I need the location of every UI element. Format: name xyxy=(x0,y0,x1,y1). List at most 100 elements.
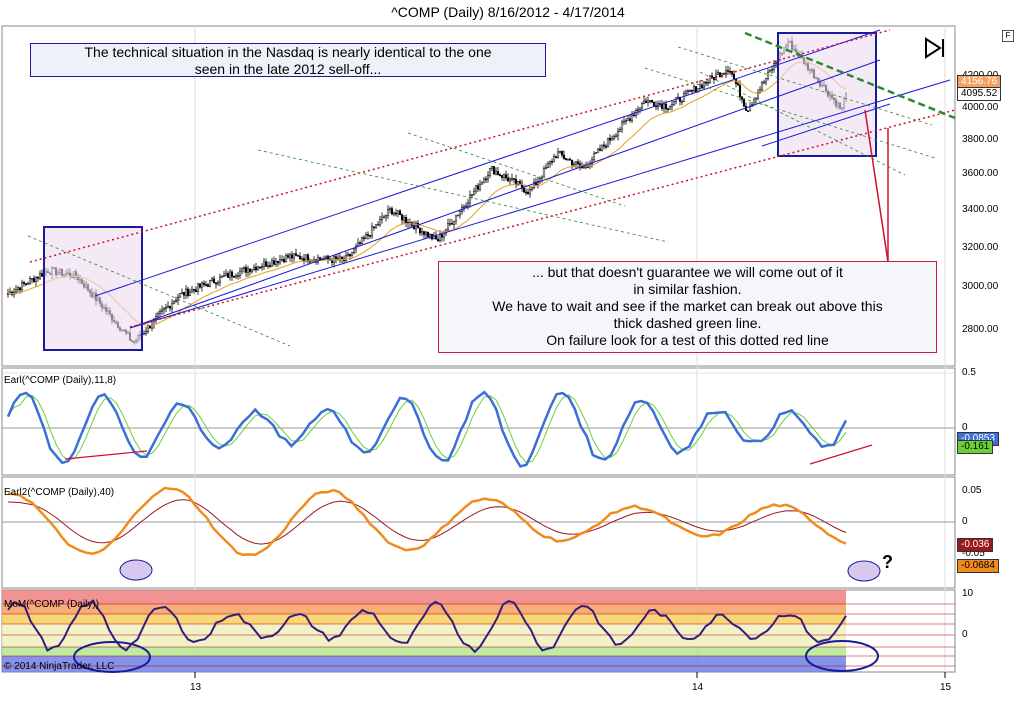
price-candle xyxy=(238,270,242,276)
price-candle xyxy=(164,307,168,310)
price-candle xyxy=(402,217,406,221)
price-candle xyxy=(660,104,664,109)
channel-mid-line xyxy=(129,79,951,329)
price-candle xyxy=(462,206,466,208)
price-candle xyxy=(644,100,648,103)
price-candle xyxy=(32,278,36,282)
x-tick: 14 xyxy=(692,682,704,693)
price-candle xyxy=(272,260,276,265)
price-candle xyxy=(738,84,742,97)
price-candle xyxy=(284,255,288,263)
price-candle xyxy=(242,267,246,269)
price-candle xyxy=(202,282,206,285)
skip-to-end-icon xyxy=(925,37,942,59)
price-candle xyxy=(680,101,684,103)
price-candle xyxy=(228,271,232,278)
annotation-line: thick dashed green line. xyxy=(613,315,762,331)
price-ytick: 3200.00 xyxy=(962,242,999,253)
price-candle xyxy=(224,273,228,276)
price-candle xyxy=(396,210,400,214)
price-candle xyxy=(572,163,576,166)
dotted-red-upper xyxy=(29,29,891,263)
price-candle xyxy=(726,70,730,72)
price-candle xyxy=(512,178,516,180)
price-candle xyxy=(624,120,628,122)
price-candle xyxy=(22,282,26,284)
price-candle xyxy=(700,84,704,89)
price-candle xyxy=(220,276,224,278)
price-candle xyxy=(590,159,594,165)
price-candle xyxy=(16,287,20,290)
price-candle xyxy=(246,268,250,273)
price-candle xyxy=(756,92,760,99)
price-candle xyxy=(356,242,360,247)
price-candle xyxy=(468,194,472,204)
price-candle xyxy=(670,104,674,107)
earl2-fast-tag: -0.0684 xyxy=(957,559,999,573)
price-candle xyxy=(304,254,308,262)
price-candle xyxy=(640,103,644,109)
earl2-fast-line xyxy=(7,486,847,557)
price-candle xyxy=(182,292,186,296)
price-candle xyxy=(276,260,280,264)
price-candle xyxy=(472,190,476,195)
price-candle xyxy=(172,301,176,305)
earl-slow-tag: -0.161 xyxy=(957,440,994,454)
mom-band xyxy=(2,614,846,624)
price-candle xyxy=(662,103,666,109)
price-candle xyxy=(522,187,526,193)
f-badge[interactable]: F xyxy=(1002,30,1014,42)
price-candle xyxy=(374,224,378,228)
earl-fast-line xyxy=(6,390,848,468)
price-candle xyxy=(456,214,460,217)
price-candle xyxy=(616,131,620,137)
channel-upper-line xyxy=(94,29,881,297)
price-candle xyxy=(146,325,150,332)
price-candle xyxy=(564,158,568,160)
price-candle xyxy=(732,73,736,79)
earl2-highlight-ellipse xyxy=(847,560,881,582)
price-candle xyxy=(290,254,294,259)
mom-highlight-ellipse xyxy=(73,641,151,673)
price-candle xyxy=(490,166,494,169)
price-candle xyxy=(768,70,772,73)
price-candle xyxy=(496,171,500,175)
price-candle xyxy=(252,266,256,270)
annotation-line: The technical situation in the Nasdaq is… xyxy=(84,44,492,60)
price-candle xyxy=(480,182,484,185)
price-candle xyxy=(760,82,764,91)
price-candle xyxy=(650,99,654,103)
channel-lower-line xyxy=(761,103,891,147)
price-candle xyxy=(668,106,672,110)
channel-line xyxy=(129,59,881,329)
price-candle xyxy=(440,234,444,238)
price-ytick: 3000.00 xyxy=(962,281,999,292)
price-candle xyxy=(598,148,602,151)
price-candle xyxy=(426,231,430,238)
price-candle xyxy=(646,100,650,103)
price-candle xyxy=(300,258,304,260)
price-candle xyxy=(708,75,712,83)
price-candle xyxy=(648,99,652,102)
price-candle xyxy=(428,233,432,238)
price-candle xyxy=(358,242,362,245)
price-candle xyxy=(158,311,162,314)
price-candle xyxy=(418,227,422,234)
mom-band xyxy=(2,656,846,672)
panel-frame xyxy=(1,476,956,589)
price-candle xyxy=(710,75,714,78)
price-ytick: 2800.00 xyxy=(962,324,999,335)
price-candle xyxy=(168,305,172,309)
price-candle xyxy=(262,261,266,267)
price-candle xyxy=(178,293,182,298)
price-candle xyxy=(34,276,38,282)
price-candle xyxy=(296,255,300,257)
price-candle xyxy=(524,191,528,194)
price-candle xyxy=(510,178,514,180)
price-candle xyxy=(516,181,520,186)
price-candle xyxy=(264,261,268,267)
price-candle xyxy=(190,289,194,293)
price-candle xyxy=(432,235,436,240)
price-candle xyxy=(436,239,440,242)
